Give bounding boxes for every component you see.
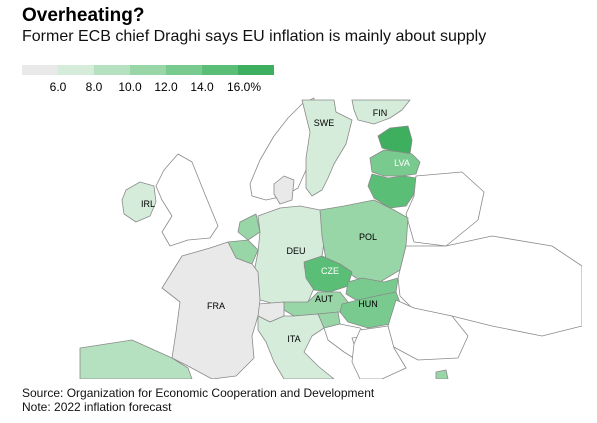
- country-ltu: [367, 173, 417, 209]
- source-note: Source: Organization for Economic Cooper…: [22, 386, 375, 400]
- country-est: [377, 125, 413, 155]
- country-irl: [121, 181, 157, 223]
- label-aut: AUT: [315, 294, 334, 304]
- legend-label: 8.0: [85, 80, 103, 94]
- country-labels: FIN SWE LVA IRL DEU POL CZE AUT HUN FRA …: [141, 108, 410, 344]
- chart-subtitle: Former ECB chief Draghi says EU inflatio…: [22, 28, 487, 45]
- forecast-note: Note: 2022 inflation forecast: [22, 400, 172, 414]
- country-gbr: [155, 153, 219, 247]
- label-hun: HUN: [358, 299, 378, 309]
- legend-label: 6.0: [49, 80, 67, 94]
- label-fin: FIN: [373, 108, 388, 118]
- legend-label: 12.0: [154, 80, 178, 94]
- label-lva: LVA: [394, 158, 410, 168]
- legend-swatch: [166, 65, 202, 75]
- chart-title: Overheating?: [22, 5, 145, 26]
- legend-swatch: [22, 65, 58, 75]
- country-fra: [161, 241, 261, 379]
- country-ita: [257, 313, 335, 379]
- country-swe: [301, 99, 353, 197]
- legend-swatch: [94, 65, 130, 75]
- country-ukr: [397, 235, 582, 337]
- country-hrv: [323, 323, 369, 363]
- europe-map: FIN SWE LVA IRL DEU POL CZE AUT HUN FRA …: [22, 96, 582, 379]
- country-grc: [435, 369, 449, 379]
- legend-labels: 6.0 8.0 10.0 12.0 14.0 16.0%: [22, 80, 282, 96]
- country-lva: [369, 149, 421, 177]
- legend-swatches: [22, 65, 282, 75]
- legend-label: 14.0: [190, 80, 214, 94]
- country-dnk: [273, 175, 295, 205]
- legend-label: 16.0%: [226, 80, 262, 94]
- label-ita: ITA: [287, 334, 300, 344]
- country-nld: [237, 213, 261, 241]
- color-legend: 6.0 8.0 10.0 12.0 14.0 16.0%: [22, 65, 282, 95]
- label-irl: IRL: [141, 199, 155, 209]
- legend-swatch: [58, 65, 94, 75]
- legend-swatch: [130, 65, 166, 75]
- label-swe: SWE: [314, 118, 335, 128]
- country-fin: [351, 99, 411, 125]
- legend-swatch: [238, 65, 274, 75]
- country-esp: [79, 339, 193, 379]
- country-blr: [405, 171, 485, 247]
- legend-swatch: [202, 65, 238, 75]
- legend-label: 10.0: [118, 80, 142, 94]
- label-deu: DEU: [286, 246, 305, 256]
- map-svg: FIN SWE LVA IRL DEU POL CZE AUT HUN FRA …: [79, 97, 582, 379]
- country-balkans: [351, 325, 407, 379]
- country-deu: [253, 205, 327, 307]
- label-cze: CZE: [321, 266, 339, 276]
- label-fra: FRA: [207, 301, 225, 311]
- label-pol: POL: [359, 232, 377, 242]
- chart-footer: Source: Organization for Economic Cooper…: [22, 386, 374, 414]
